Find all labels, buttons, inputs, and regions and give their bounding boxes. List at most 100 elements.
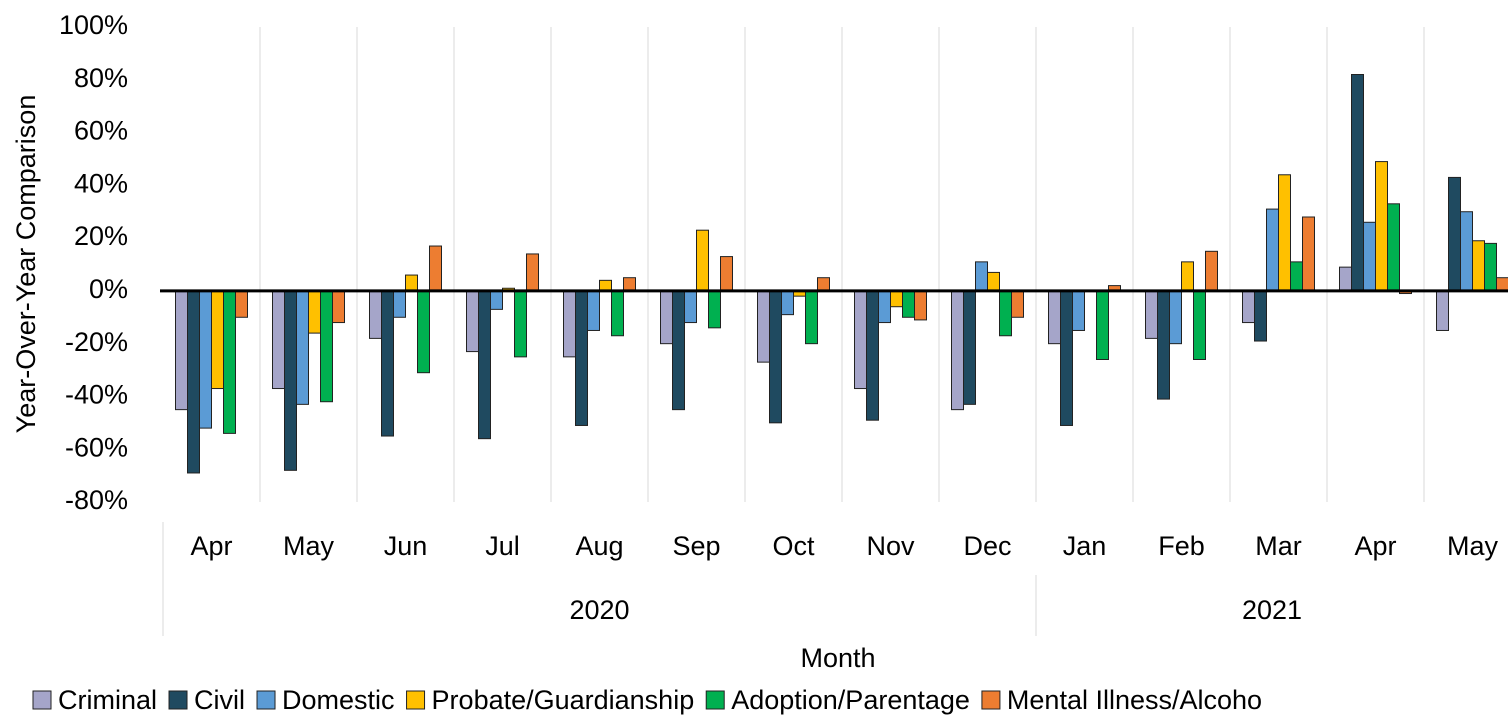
bar bbox=[526, 253, 539, 292]
legend-swatch bbox=[32, 690, 52, 710]
bar bbox=[914, 290, 927, 321]
bar bbox=[1278, 174, 1291, 292]
bar bbox=[720, 256, 733, 292]
bar bbox=[1254, 290, 1267, 342]
x-tick-label: May bbox=[283, 531, 335, 561]
bar bbox=[393, 290, 406, 318]
bar bbox=[1448, 176, 1461, 292]
bar bbox=[187, 290, 200, 474]
bar bbox=[769, 290, 782, 424]
bar bbox=[417, 290, 430, 374]
x-tick-label: Oct bbox=[772, 531, 815, 561]
bar bbox=[817, 277, 830, 292]
legend-label: Probate/Guardianship bbox=[432, 685, 695, 715]
x-tick-label: Jul bbox=[485, 531, 520, 561]
legend-swatch bbox=[406, 690, 426, 710]
bar bbox=[175, 290, 188, 411]
bar bbox=[951, 290, 964, 411]
x-tick-label: May bbox=[1447, 531, 1499, 561]
bar bbox=[890, 290, 903, 308]
bar bbox=[1060, 290, 1073, 426]
bar bbox=[405, 274, 418, 292]
bar bbox=[199, 290, 212, 429]
bar bbox=[1072, 290, 1085, 331]
legend-label: Criminal bbox=[58, 685, 157, 715]
x-tick-label: Apr bbox=[190, 531, 232, 561]
bar bbox=[1157, 290, 1170, 400]
bar bbox=[866, 290, 879, 421]
bar bbox=[599, 279, 612, 292]
bar bbox=[1048, 290, 1061, 345]
bar bbox=[684, 290, 697, 324]
legend-swatch bbox=[981, 690, 1001, 710]
bar bbox=[211, 290, 224, 390]
legend-label: Adoption/Parentage bbox=[731, 685, 970, 715]
bar bbox=[1266, 208, 1279, 292]
bar bbox=[902, 290, 915, 318]
bar bbox=[611, 290, 624, 337]
bar bbox=[672, 290, 685, 411]
bar bbox=[429, 245, 442, 292]
bar bbox=[1205, 250, 1218, 292]
bar bbox=[235, 290, 248, 318]
bar bbox=[1011, 290, 1024, 318]
bar bbox=[466, 290, 479, 353]
y-tick-label: 60% bbox=[74, 116, 128, 146]
bar bbox=[1496, 277, 1508, 292]
bar bbox=[563, 290, 576, 358]
bar bbox=[878, 290, 891, 324]
bar bbox=[708, 290, 721, 329]
bar bbox=[284, 290, 297, 471]
y-tick-label: 100% bbox=[59, 10, 128, 40]
bar bbox=[1339, 266, 1352, 292]
y-axis-title: Year-Over-Year Comparison bbox=[11, 95, 41, 434]
bar bbox=[381, 290, 394, 437]
x-tick-label: Aug bbox=[575, 531, 623, 561]
bar bbox=[1375, 161, 1388, 292]
bar bbox=[781, 290, 794, 316]
bar bbox=[854, 290, 867, 390]
bar bbox=[223, 290, 236, 434]
legend-label: Civil bbox=[194, 685, 245, 715]
bar bbox=[963, 290, 976, 405]
bar bbox=[320, 290, 333, 403]
bar bbox=[478, 290, 491, 440]
legend-label: Mental Illness/Alcoho bbox=[1007, 685, 1262, 715]
bar bbox=[999, 290, 1012, 337]
bar bbox=[1242, 290, 1255, 324]
y-tick-label: 20% bbox=[74, 221, 128, 251]
y-tick-label: -60% bbox=[65, 432, 128, 462]
y-tick-label: -20% bbox=[65, 327, 128, 357]
bar bbox=[660, 290, 673, 345]
bar bbox=[1472, 240, 1485, 292]
x-tick-label: Sep bbox=[672, 531, 720, 561]
x-tick-label: Feb bbox=[1158, 531, 1205, 561]
bar bbox=[987, 271, 1000, 292]
bar bbox=[1387, 203, 1400, 292]
y-tick-label: 40% bbox=[74, 168, 128, 198]
bar bbox=[1302, 216, 1315, 292]
x-tick-label: Apr bbox=[1354, 531, 1396, 561]
bar bbox=[623, 277, 636, 292]
legend-swatch bbox=[705, 690, 725, 710]
x-axis-title: Month bbox=[800, 643, 875, 673]
bar bbox=[490, 290, 503, 310]
legend-swatch bbox=[256, 690, 276, 710]
legend-label: Domestic bbox=[282, 685, 395, 715]
bar bbox=[308, 290, 321, 334]
x-tick-label: Mar bbox=[1255, 531, 1302, 561]
bar bbox=[1193, 290, 1206, 360]
x-tick-label: Nov bbox=[866, 531, 915, 561]
bar bbox=[1169, 290, 1182, 345]
bar bbox=[369, 290, 382, 339]
bar bbox=[1351, 74, 1364, 292]
x-tick-label: Jun bbox=[384, 531, 428, 561]
y-tick-label: -80% bbox=[65, 485, 128, 515]
y-tick-label: 80% bbox=[74, 63, 128, 93]
bar bbox=[575, 290, 588, 426]
x-group-label: 2020 bbox=[569, 595, 629, 625]
bar bbox=[272, 290, 285, 390]
bar bbox=[805, 290, 818, 345]
x-tick-label: Dec bbox=[963, 531, 1011, 561]
